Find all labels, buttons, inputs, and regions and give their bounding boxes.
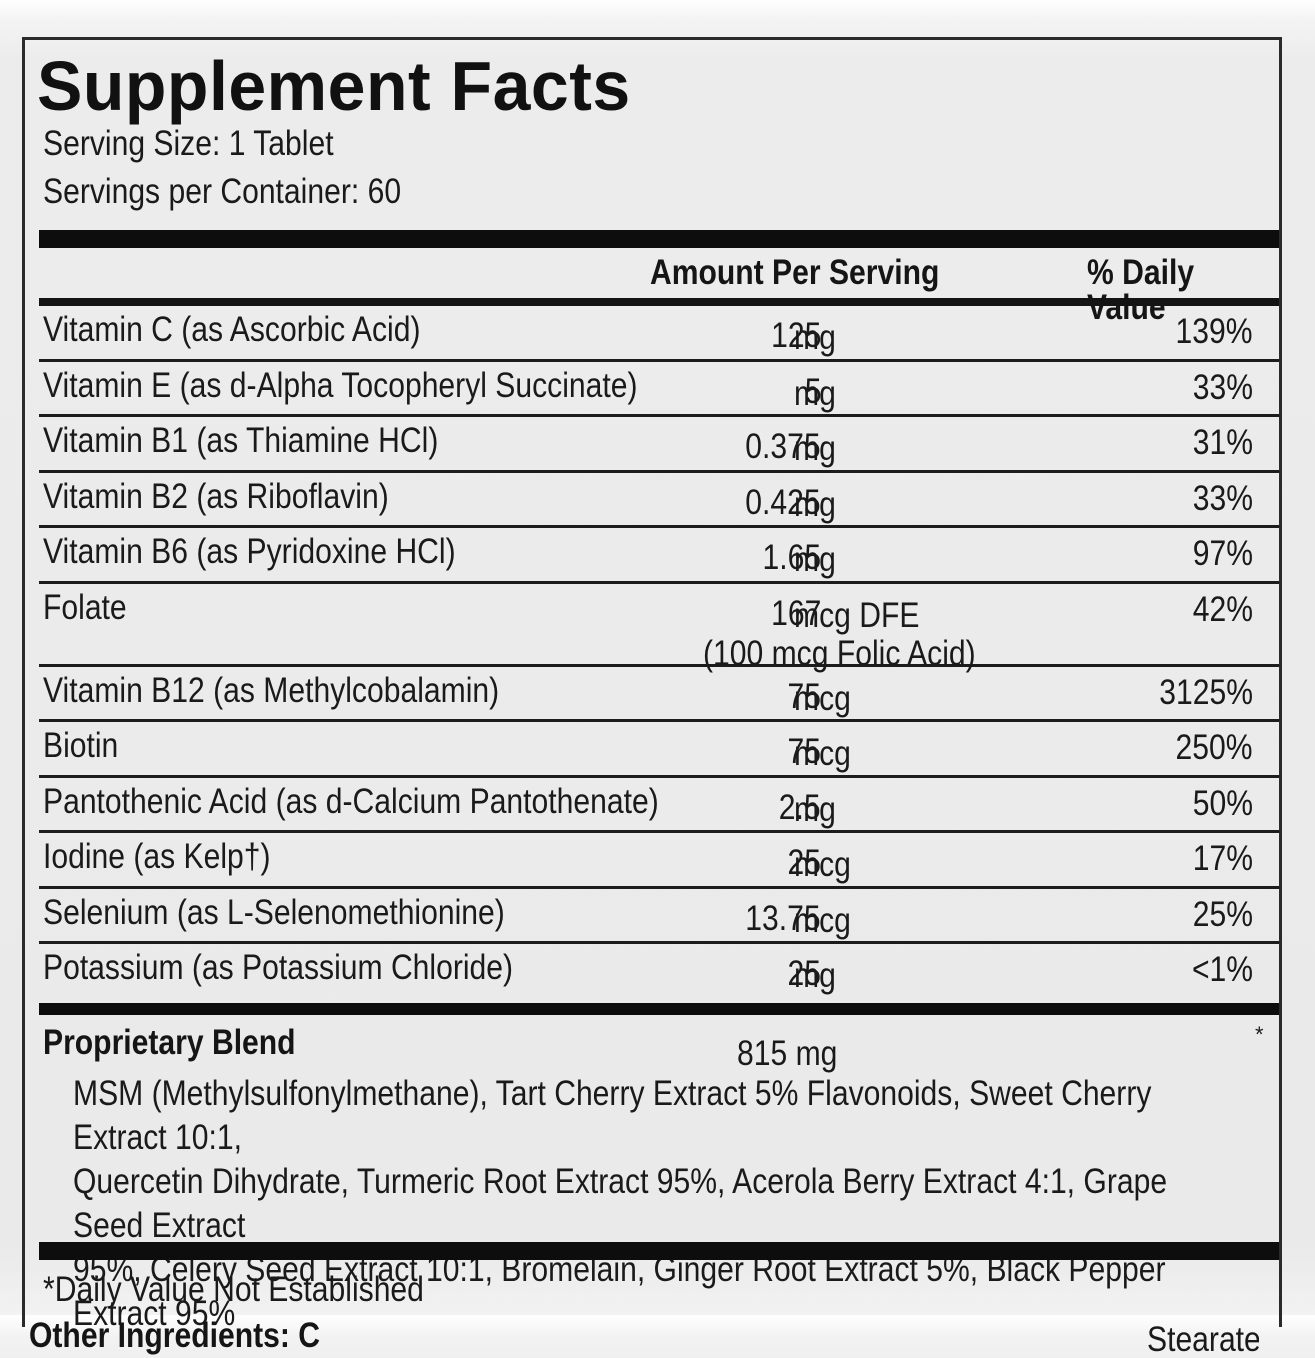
nutrient-unit: mcg bbox=[794, 900, 851, 940]
nutrient-unit: mcg bbox=[794, 734, 851, 773]
nutrient-name: Vitamin C (as Ascorbic Acid) bbox=[43, 310, 421, 349]
nutrient-daily-value: 3125% bbox=[1159, 672, 1253, 712]
nutrient-amount: 5 bbox=[804, 371, 821, 411]
daily-value-header: % Daily Value bbox=[1087, 253, 1195, 327]
nutrient-name: Vitamin B2 (as Riboflavin) bbox=[43, 476, 389, 516]
nutrient-amount: 167 bbox=[770, 593, 821, 633]
nutrient-name: Pantothenic Acid (as d-Calcium Pantothen… bbox=[43, 781, 659, 821]
nutrient-name: Folate bbox=[43, 587, 127, 627]
nutrient-amount: 75 bbox=[787, 732, 821, 771]
nutrient-row: Selenium (as L-Selenomethionine) 13.75 m… bbox=[39, 889, 1279, 944]
nutrient-name: Biotin bbox=[43, 726, 119, 765]
nutrient-amount: 2.5 bbox=[779, 787, 821, 827]
nutrient-amount-note: (100 mcg Folic Acid) bbox=[703, 633, 976, 673]
nutrient-amount: 125 bbox=[770, 316, 821, 355]
nutrient-row: Vitamin B6 (as Pyridoxine HCl) 1.65 mg 9… bbox=[39, 528, 1279, 584]
nutrient-row: Vitamin C (as Ascorbic Acid) 125 mg 139% bbox=[39, 306, 1279, 362]
nutrient-name: Selenium (as L-Selenomethionine) bbox=[43, 892, 505, 932]
nutrient-daily-value: 42% bbox=[1192, 589, 1253, 629]
nutrient-name: Vitamin B12 (as Methylcobalamin) bbox=[43, 670, 500, 710]
nutrient-unit: mcg DFE bbox=[794, 595, 920, 635]
nutrient-name: Vitamin E (as d-Alpha Tocopheryl Succina… bbox=[43, 365, 638, 405]
nutrient-row: Vitamin B2 (as Riboflavin) 0.425 mg 33% bbox=[39, 473, 1279, 528]
nutrient-unit: mg bbox=[794, 956, 836, 995]
nutrient-row: Potassium (as Potassium Chloride) 25 mg … bbox=[39, 944, 1279, 997]
nutrient-row: Vitamin E (as d-Alpha Tocopheryl Succina… bbox=[39, 362, 1279, 417]
other-ingredients-label: Other Ingredients: C bbox=[29, 1318, 321, 1355]
nutrient-daily-value: 139% bbox=[1176, 312, 1253, 351]
daily-value-footnote: *Daily Value Not Established bbox=[43, 1270, 424, 1309]
nutrient-row: Vitamin B12 (as Methylcobalamin) 75 mcg … bbox=[39, 667, 1279, 722]
proprietary-blend-daily-value: * bbox=[1255, 1022, 1264, 1047]
other-ingredients-cutoff: Other Ingredients: C Stearate bbox=[29, 1318, 1259, 1358]
blend-ingredients-line: MSM (Methylsulfonylmethane), Tart Cherry… bbox=[73, 1074, 1152, 1157]
nutrient-row: Pantothenic Acid (as d-Calcium Pantothen… bbox=[39, 778, 1279, 833]
supplement-facts-panel: Supplement Facts Serving Size: 1 Tablet … bbox=[22, 37, 1282, 1357]
serving-size: Serving Size: 1 Tablet bbox=[43, 124, 334, 163]
nutrient-unit: mcg bbox=[794, 845, 851, 884]
blend-divider-bar bbox=[39, 1003, 1279, 1015]
servings-per-container: Servings per Container: 60 bbox=[43, 172, 402, 211]
proprietary-blend-name: Proprietary Blend bbox=[43, 1023, 296, 1062]
nutrient-unit: mg bbox=[794, 789, 836, 829]
nutrient-daily-value: 250% bbox=[1176, 728, 1253, 767]
nutrient-daily-value: 33% bbox=[1192, 367, 1253, 407]
amount-per-serving-header: Amount Per Serving bbox=[650, 253, 940, 292]
nutrient-amount: 25 bbox=[787, 954, 821, 993]
nutrient-unit: mg bbox=[794, 318, 836, 357]
panel-title: Supplement Facts bbox=[37, 47, 631, 126]
nutrient-daily-value: 33% bbox=[1192, 478, 1253, 518]
nutrient-daily-value: 17% bbox=[1192, 839, 1253, 878]
nutrient-name: Vitamin B1 (as Thiamine HCl) bbox=[43, 421, 439, 460]
nutrient-daily-value: <1% bbox=[1191, 950, 1253, 989]
nutrient-table: Vitamin C (as Ascorbic Acid) 125 mg 139%… bbox=[25, 306, 1279, 997]
proprietary-blend-ingredients: MSM (Methylsulfonylmethane), Tart Cherry… bbox=[73, 1072, 1234, 1336]
nutrient-row: Folate 167 mcg DFE (100 mcg Folic Acid) … bbox=[39, 584, 1279, 671]
nutrient-name: Iodine (as Kelp†) bbox=[43, 837, 271, 876]
nutrient-amount: 0.425 bbox=[745, 482, 821, 522]
nutrient-amount: 1.65 bbox=[762, 538, 821, 577]
nutrient-daily-value: 31% bbox=[1192, 423, 1253, 462]
top-divider-bar bbox=[39, 230, 1279, 248]
nutrient-row: Iodine (as Kelp†) 25 mcg 17% bbox=[39, 833, 1279, 889]
blend-ingredients-line: Quercetin Dihydrate, Turmeric Root Extra… bbox=[73, 1162, 1168, 1245]
other-ingredients-tail: Stearate bbox=[1147, 1320, 1259, 1358]
nutrient-amount: 25 bbox=[787, 843, 821, 882]
proprietary-blend-amount: 815 mg bbox=[737, 1034, 838, 1073]
header-divider bbox=[39, 298, 1279, 306]
nutrient-unit: mg bbox=[794, 484, 836, 524]
nutrient-daily-value: 97% bbox=[1192, 534, 1253, 573]
nutrient-row: Vitamin B1 (as Thiamine HCl) 0.375 mg 31… bbox=[39, 417, 1279, 473]
nutrient-unit: mcg bbox=[794, 678, 851, 718]
nutrient-row: Biotin 75 mcg 250% bbox=[39, 722, 1279, 778]
nutrient-unit: mg bbox=[794, 540, 836, 579]
nutrient-name: Vitamin B6 (as Pyridoxine HCl) bbox=[43, 532, 456, 571]
nutrient-daily-value: 25% bbox=[1192, 894, 1253, 934]
nutrient-name: Potassium (as Potassium Chloride) bbox=[43, 948, 514, 987]
bottom-divider-bar bbox=[39, 1242, 1279, 1260]
nutrient-unit: mg bbox=[794, 429, 836, 468]
nutrient-amount: 13.75 bbox=[745, 898, 821, 938]
nutrient-daily-value: 50% bbox=[1192, 783, 1253, 823]
nutrient-unit: mg bbox=[794, 373, 836, 413]
nutrient-amount: 75 bbox=[787, 676, 821, 716]
nutrient-amount: 0.375 bbox=[745, 427, 821, 466]
